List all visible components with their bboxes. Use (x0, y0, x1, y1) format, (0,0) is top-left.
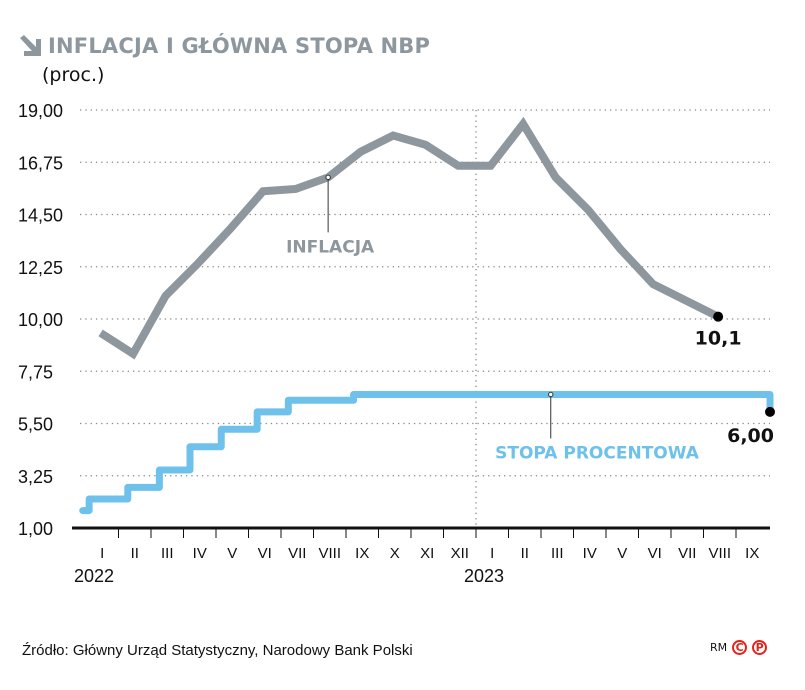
y-tick-label: 12,25 (18, 258, 63, 278)
x-tick-label: IV (193, 545, 207, 562)
x-tick-label: IX (355, 545, 369, 562)
inflation-end-label: 10,1 (695, 328, 742, 350)
x-tick-label: III (551, 545, 564, 562)
chart-title: INFLACJA I GŁÓWNA STOPA NBP (18, 34, 430, 58)
x-tick-label: III (161, 545, 174, 562)
y-tick-label: 19,00 (18, 101, 63, 121)
rate-line (79, 390, 774, 515)
x-tick-label: VIII (318, 545, 341, 562)
rate-series-label: STOPA PROCENTOWA (495, 443, 700, 463)
y-tick-label: 16,75 (18, 153, 63, 173)
x-tick-label: V (617, 545, 627, 562)
x-tick-label: VII (288, 545, 306, 562)
y-tick-label: 14,50 (18, 206, 63, 226)
inflation-line (98, 116, 720, 360)
y-tick-label: 3,25 (18, 467, 53, 487)
x-tick-label: X (390, 545, 400, 562)
x-tick-label: II (521, 545, 529, 562)
arrow-down-right-icon (20, 35, 41, 56)
x-tick-label: IX (745, 545, 759, 562)
year-label: 2022 (74, 566, 114, 586)
unit-label: (proc.) (42, 64, 105, 86)
x-tick-label: XII (451, 545, 469, 562)
rate-leader-dot (548, 391, 554, 398)
inflation-end-marker (713, 311, 724, 322)
inflation-leader-dot (325, 174, 331, 181)
x-tick-label: IV (583, 545, 597, 562)
x-tick-label: V (227, 545, 237, 562)
y-tick-label: 1,00 (18, 519, 53, 539)
x-tick-label: I (490, 545, 494, 562)
x-tick-label: VI (258, 545, 272, 562)
chart: 19,00 16,75 14,50 12,25 10,00 7,75 5,50 3,25 1,0… (18, 101, 775, 586)
y-tick-label: 5,50 (18, 415, 53, 435)
x-tick-label: VIII (708, 545, 731, 562)
y-tick-label: 7,75 (18, 362, 53, 382)
logo-c: C (732, 640, 748, 655)
x-tick-label: I (100, 545, 104, 562)
x-tick-label: XI (420, 545, 434, 562)
x-tick-label: VII (678, 545, 696, 562)
rate-end-marker (765, 406, 775, 417)
credit: RM C P (710, 640, 768, 655)
source-note: Źródło: Główny Urząd Statystyczny, Narod… (22, 642, 413, 659)
year-label: 2023 (464, 566, 504, 586)
title-text: INFLACJA I GŁÓWNA STOPA NBP (48, 34, 431, 58)
x-tick-label: II (131, 545, 139, 562)
logo-p: P (752, 640, 768, 655)
rate-end-label: 6,00 (727, 425, 774, 447)
y-tick-label: 10,00 (18, 310, 63, 330)
author-initials: RM (710, 641, 728, 654)
x-tick-label: VI (648, 545, 662, 562)
inflation-series-label: INFLACJA (286, 237, 375, 257)
